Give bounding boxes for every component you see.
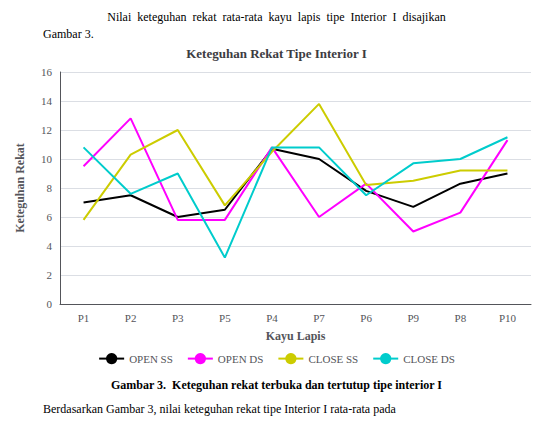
svg-text:P9: P9 — [407, 312, 419, 324]
svg-text:P5: P5 — [219, 312, 231, 324]
svg-text:CLOSE DS: CLOSE DS — [403, 353, 455, 365]
svg-text:P8: P8 — [455, 312, 467, 324]
svg-text:14: 14 — [41, 95, 53, 107]
svg-text:CLOSE SS: CLOSE SS — [308, 353, 358, 365]
svg-text:Gambar 3. Keteguhan rekat ter: Gambar 3. Keteguhan rekat terbuka dan te… — [111, 378, 442, 392]
svg-text:6: 6 — [47, 211, 53, 223]
svg-text:P7: P7 — [313, 312, 325, 324]
svg-text:Nilai keteguhan rekat rata-: Nilai keteguhan rekat rata-rata kayu lap… — [107, 10, 446, 24]
svg-text:16: 16 — [41, 66, 53, 78]
svg-text:12: 12 — [41, 124, 52, 136]
svg-text:Keteguhan Rekat: Keteguhan Rekat — [13, 143, 27, 233]
svg-text:Berdasarkan Gambar 3, nilai ke: Berdasarkan Gambar 3, nilai keteguhan re… — [43, 402, 397, 416]
svg-text:Kayu Lapis: Kayu Lapis — [266, 329, 326, 343]
svg-text:8: 8 — [47, 182, 53, 194]
svg-text:P3: P3 — [172, 312, 184, 324]
svg-text:OPEN SS: OPEN SS — [129, 353, 173, 365]
svg-text:P2: P2 — [125, 312, 137, 324]
svg-text:P1: P1 — [78, 312, 90, 324]
svg-text:10: 10 — [41, 153, 53, 165]
svg-text:Keteguhan Rekat Tipe Interior: Keteguhan Rekat Tipe Interior I — [186, 46, 367, 61]
svg-text:P4: P4 — [266, 312, 278, 324]
svg-text:Gambar 3.: Gambar 3. — [43, 27, 94, 41]
svg-text:0: 0 — [47, 298, 53, 310]
svg-text:2: 2 — [47, 269, 53, 281]
svg-text:P6: P6 — [360, 312, 372, 324]
svg-text:OPEN DS: OPEN DS — [218, 353, 264, 365]
svg-text:4: 4 — [47, 240, 53, 252]
svg-text:P10: P10 — [499, 312, 517, 324]
